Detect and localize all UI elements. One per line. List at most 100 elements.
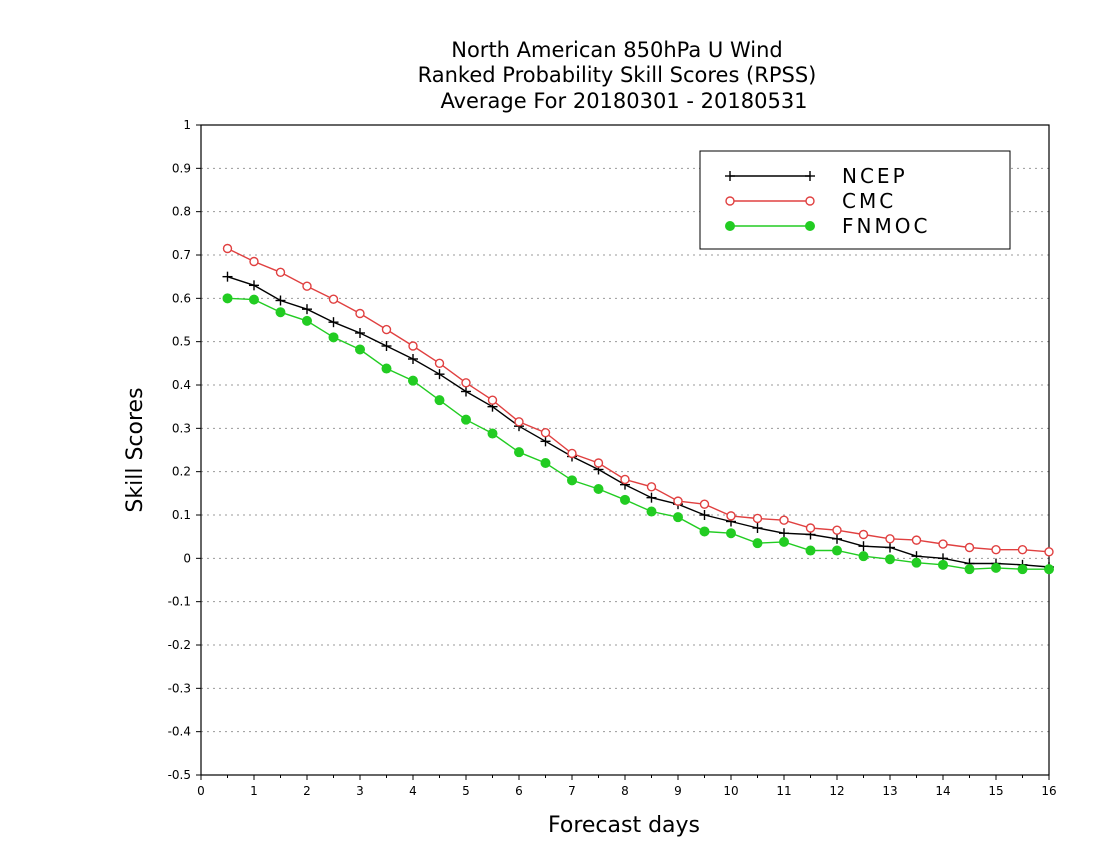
- fnmoc-point: [991, 562, 1001, 573]
- ncep-point: [355, 328, 365, 338]
- cmc-point: [381, 324, 392, 335]
- cmc-point: [328, 294, 339, 304]
- legend-item-cmc: CMC: [725, 189, 896, 213]
- x-tick-label: 9: [674, 784, 682, 798]
- legend-label-ncep: NCEP: [842, 164, 908, 188]
- series-cmc: [222, 243, 1054, 557]
- cmc-point: [805, 523, 816, 533]
- ncep-point: [434, 369, 445, 380]
- fnmoc-line: [227, 297, 1049, 570]
- y-tick-label: -0.2: [168, 638, 191, 652]
- series-ncep: [222, 271, 1054, 572]
- x-tick-label: 6: [515, 784, 523, 798]
- ncep-point: [779, 528, 789, 539]
- fnmoc-point: [408, 375, 418, 386]
- legend-marker-fnmoc: [805, 221, 815, 231]
- cmc-point: [858, 529, 869, 540]
- legend-marker-ncep: [805, 171, 815, 181]
- fnmoc-point: [381, 363, 392, 374]
- cmc-point: [646, 482, 657, 492]
- cmc-point: [567, 448, 577, 459]
- cmc-point: [275, 267, 286, 278]
- cmc-point: [991, 544, 1001, 555]
- ncep-line: [227, 276, 1050, 568]
- cmc-point: [540, 427, 551, 438]
- ncep-point: [540, 436, 551, 447]
- y-tick-label: -0.4: [168, 725, 191, 739]
- x-tick-label: 8: [621, 784, 629, 798]
- y-tick-label: 0.7: [172, 248, 191, 262]
- legend-label-cmc: CMC: [842, 189, 896, 213]
- cmc-point: [434, 358, 445, 369]
- fnmoc-point: [673, 512, 683, 523]
- cmc-point: [885, 534, 895, 544]
- chart-title: North American 850hPa U Wind Ranked Prob…: [418, 38, 817, 113]
- x-tick-label: 13: [882, 784, 897, 798]
- ncep-point: [461, 386, 471, 397]
- title-line-1: North American 850hPa U Wind: [451, 38, 783, 62]
- cmc-point: [487, 395, 498, 405]
- legend-marker-cmc: [805, 196, 815, 206]
- cmc-point: [1017, 544, 1028, 555]
- series-fnmoc: [222, 293, 1054, 575]
- title-line-3: Average For 20180301 - 20180531: [440, 89, 807, 113]
- title-line-2: Ranked Probability Skill Scores (RPSS): [418, 63, 817, 87]
- y-axis: -0.5 -0.4 -0.3 -0.2 -0.1 0 0.1 0.2 0.3 0.4 0.5 0.6 0…: [168, 118, 201, 782]
- fnmoc-point: [726, 528, 736, 539]
- fnmoc-point: [355, 344, 365, 355]
- x-tick-label: 4: [409, 784, 417, 798]
- legend-label-fnmoc: FNMOC: [842, 214, 930, 238]
- ncep-point: [832, 533, 842, 544]
- ncep-point: [222, 271, 233, 282]
- fnmoc-point: [328, 332, 339, 343]
- fnmoc-point: [1044, 564, 1054, 575]
- cmc-point: [752, 513, 763, 524]
- x-tick-label: 11: [776, 784, 791, 798]
- cmc-point: [461, 378, 471, 388]
- x-tick-label: 12: [829, 784, 844, 798]
- legend-item-fnmoc: FNMOC: [725, 214, 930, 238]
- cmc-point: [673, 496, 683, 506]
- fnmoc-point: [461, 414, 471, 425]
- fnmoc-point: [805, 545, 816, 556]
- fnmoc-point: [514, 447, 524, 458]
- legend-marker-cmc: [725, 196, 735, 206]
- x-tick-label: 14: [935, 784, 950, 798]
- x-tick-label: 16: [1041, 784, 1056, 798]
- y-tick-label: 0.1: [172, 508, 191, 522]
- ncep-point: [381, 341, 392, 351]
- ncep-point: [752, 523, 763, 533]
- fnmoc-point: [964, 564, 975, 575]
- y-tick-label: 0.4: [172, 378, 191, 392]
- cmc-point: [302, 281, 312, 291]
- cmc-point: [408, 341, 418, 351]
- y-tick-label: -0.3: [168, 681, 191, 695]
- fnmoc-point: [249, 294, 259, 305]
- fnmoc-point: [752, 538, 763, 549]
- fnmoc-point: [275, 307, 286, 318]
- y-tick-label: 0.8: [172, 205, 191, 219]
- cmc-point: [514, 417, 524, 427]
- ncep-point: [328, 317, 339, 328]
- cmc-point: [964, 542, 975, 553]
- y-tick-label: 0.3: [172, 421, 191, 435]
- x-tick-label: 0: [197, 784, 205, 798]
- fnmoc-point: [885, 554, 895, 565]
- fnmoc-point: [832, 545, 842, 556]
- cmc-point: [620, 474, 630, 485]
- cmc-point: [249, 256, 259, 267]
- fnmoc-point: [593, 484, 604, 494]
- grid-lines: [201, 167, 1049, 733]
- series-layer: [222, 243, 1054, 575]
- fnmoc-point: [646, 506, 657, 517]
- ncep-point: [885, 542, 895, 553]
- y-tick-label: 0.9: [172, 161, 191, 175]
- ncep-point: [408, 354, 418, 364]
- fnmoc-point: [567, 475, 577, 486]
- fnmoc-point: [222, 293, 233, 304]
- legend-box: [699, 150, 1011, 250]
- y-tick-label: 1: [183, 118, 191, 132]
